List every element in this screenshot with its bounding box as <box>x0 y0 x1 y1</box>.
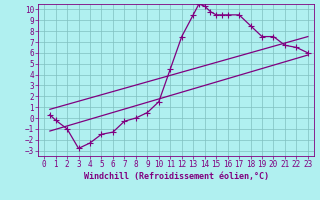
X-axis label: Windchill (Refroidissement éolien,°C): Windchill (Refroidissement éolien,°C) <box>84 172 268 181</box>
